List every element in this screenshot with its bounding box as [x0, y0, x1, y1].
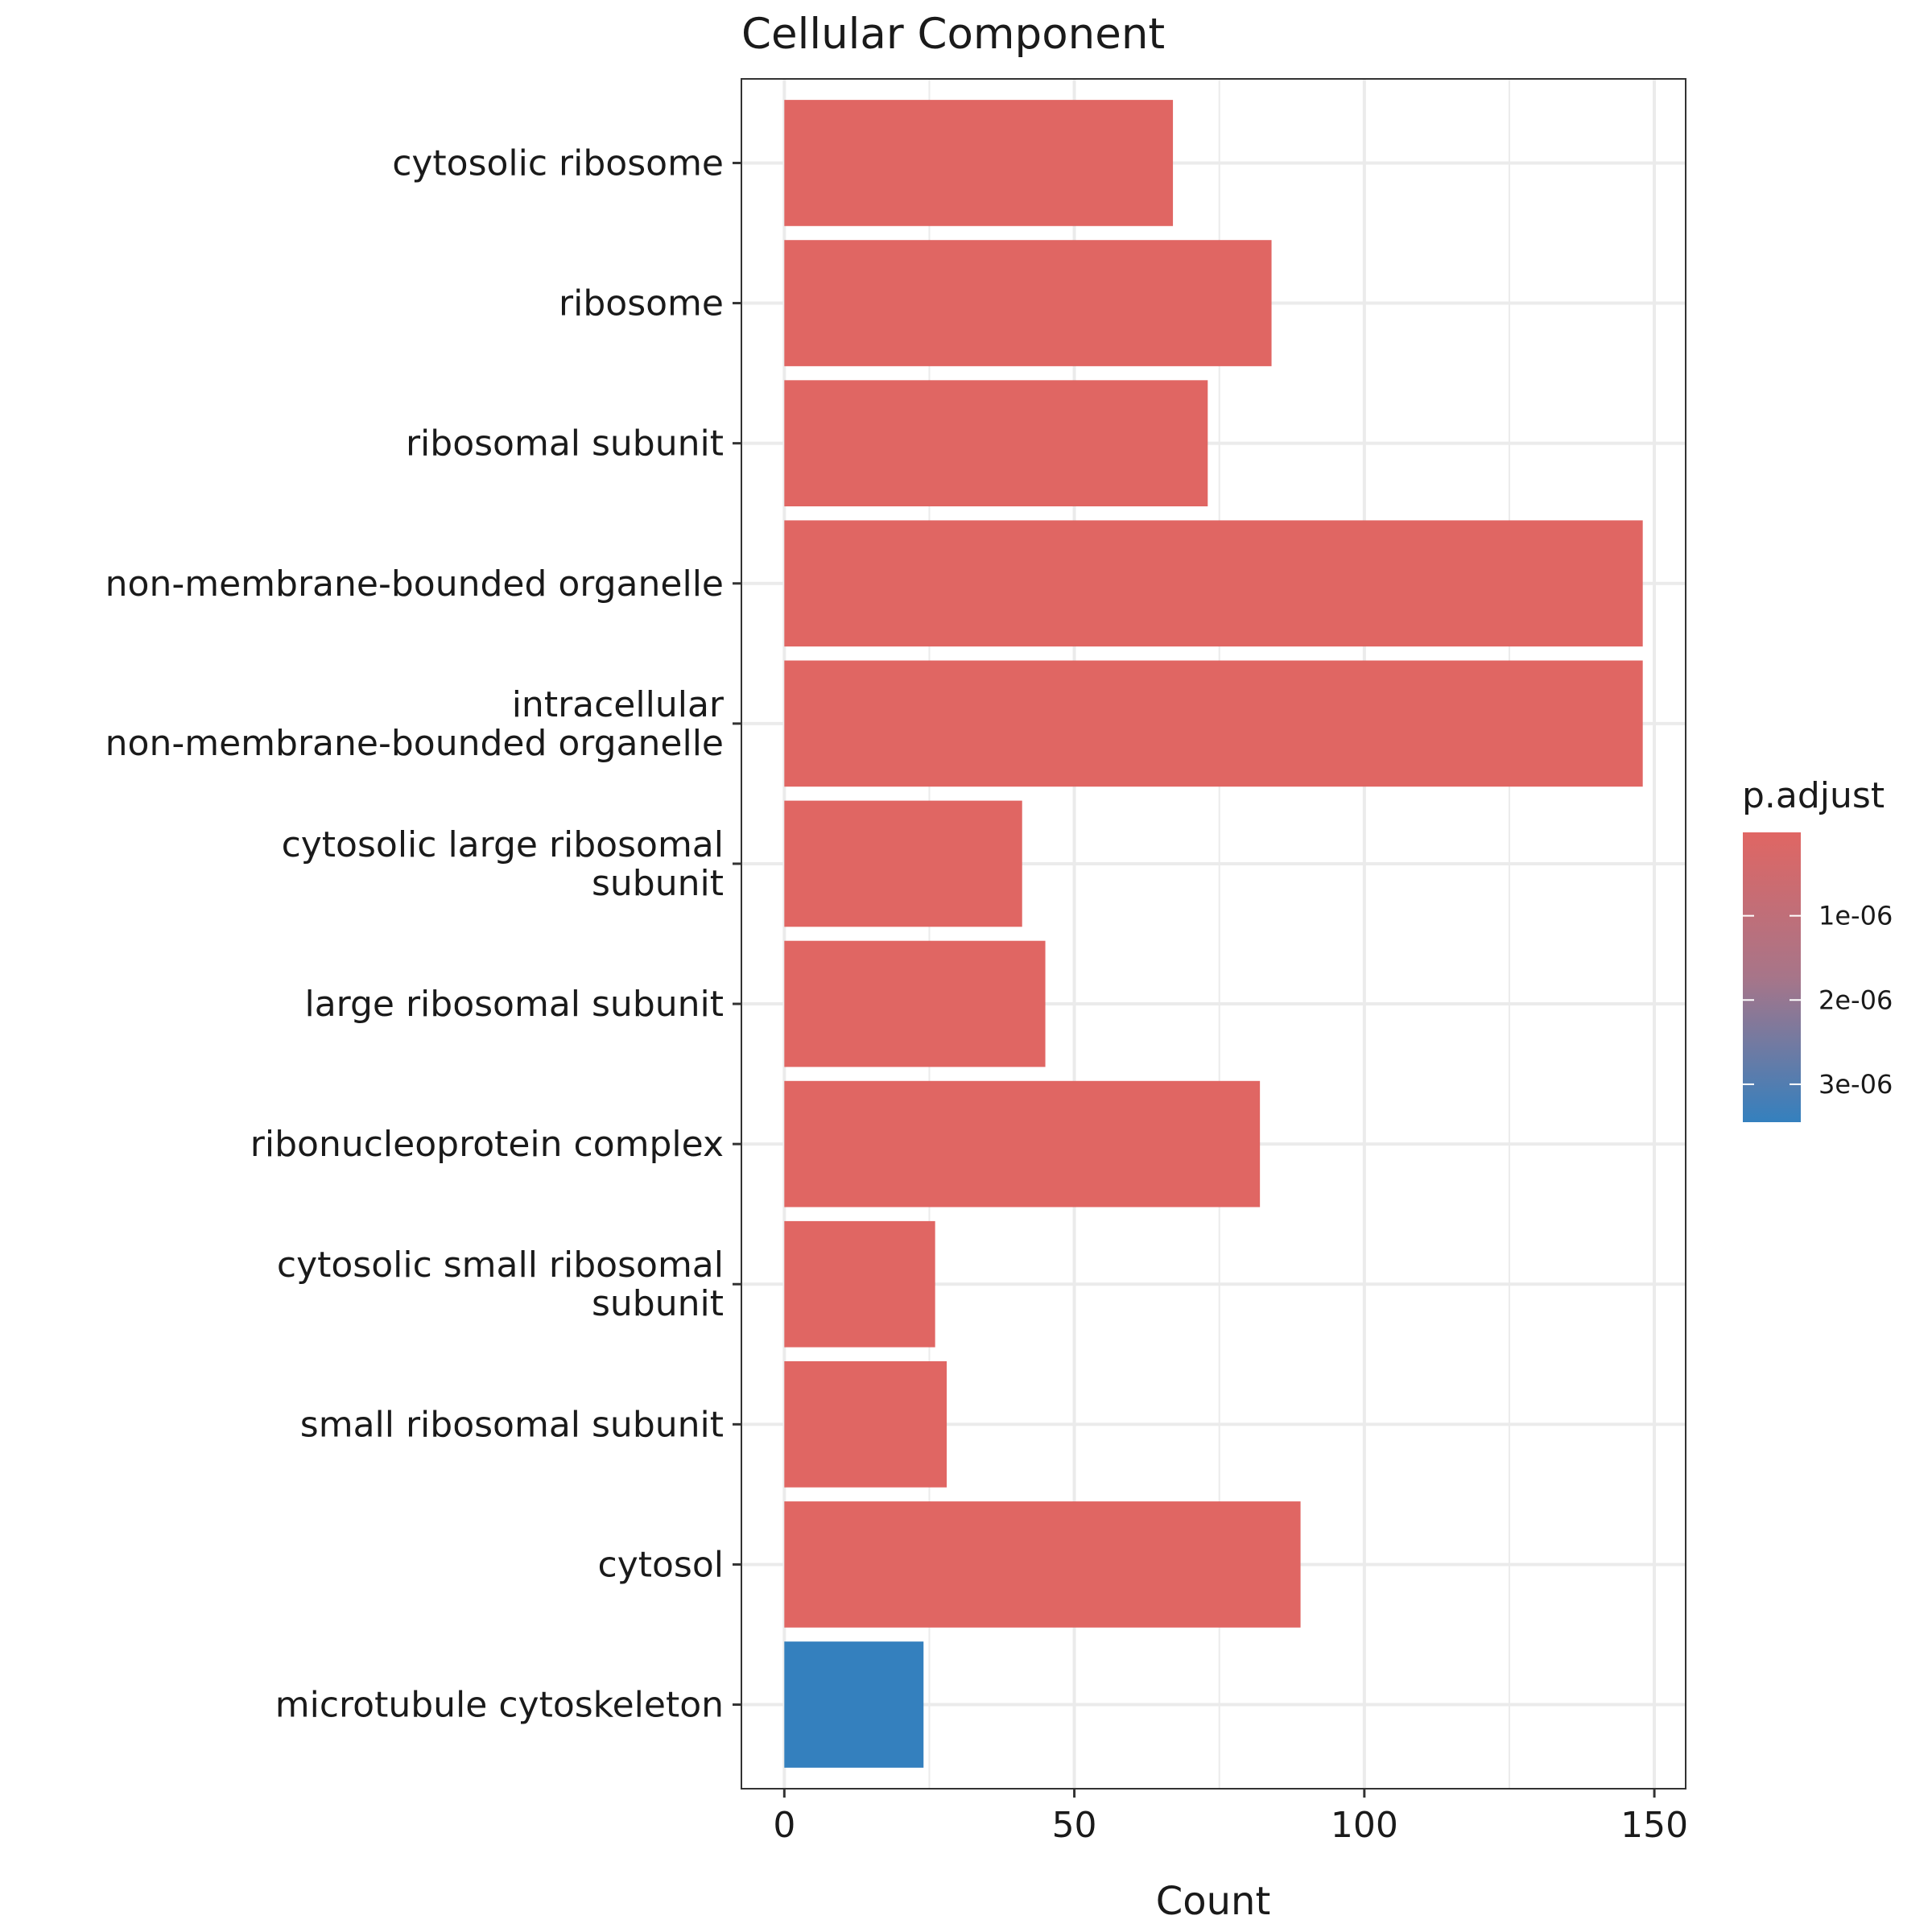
y-tick-label: ribosome — [559, 283, 724, 324]
bar — [784, 1080, 1261, 1208]
y-tick-label: intracellular — [512, 684, 724, 725]
y-tick-label: microtubule cytoskeleton — [275, 1685, 724, 1726]
x-axis-title: Count — [1156, 1879, 1271, 1924]
y-tick-label: cytosol — [598, 1544, 724, 1585]
x-tick-label: 0 — [773, 1805, 795, 1846]
y-tick-label: cytosolic small ribosomal — [277, 1245, 724, 1286]
legend-tick-label: 2e-06 — [1818, 985, 1893, 1015]
legend-ticks: 1e-06 2e-06 3e-06 — [1743, 901, 1893, 1100]
bar — [784, 1501, 1301, 1628]
bar — [784, 520, 1643, 647]
y-tick-label: cytosolic ribosome — [392, 142, 724, 184]
legend-title: p.adjust — [1742, 775, 1885, 816]
bar — [784, 660, 1643, 787]
bar — [784, 100, 1174, 226]
x-tick-label: 50 — [1052, 1805, 1097, 1846]
legend-tick-label: 3e-06 — [1818, 1069, 1893, 1100]
y-axis: cytosolic ribosome ribosome ribosomal subu… — [105, 142, 741, 1726]
chart-title: Cellular Component — [741, 10, 1165, 59]
legend-colorbar — [1743, 832, 1801, 1122]
plot-border — [741, 78, 1686, 1790]
y-tick-label: small ribosomal subunit — [300, 1404, 724, 1445]
legend-tick-label: 1e-06 — [1818, 901, 1893, 931]
bar — [784, 1361, 947, 1488]
y-tick-label: subunit — [592, 1283, 724, 1324]
y-tick-label: non-membrane-bounded organelle — [105, 564, 724, 605]
bar — [784, 380, 1208, 506]
y-tick-label: large ribosomal subunit — [304, 984, 724, 1025]
y-tick-label: non-membrane-bounded organelle — [105, 723, 724, 764]
bar — [784, 1220, 935, 1348]
y-tick-label: cytosolic large ribosomal — [282, 824, 724, 865]
y-tick-label: subunit — [592, 863, 724, 904]
bar — [784, 1641, 924, 1768]
x-axis: 0 50 100 150 — [773, 1789, 1688, 1846]
bar — [784, 800, 1022, 927]
bar — [784, 240, 1272, 366]
x-tick-label: 100 — [1331, 1805, 1398, 1846]
x-tick-label: 150 — [1620, 1805, 1688, 1846]
bar — [784, 940, 1046, 1067]
bars — [784, 100, 1643, 1768]
y-tick-label: ribosomal subunit — [406, 423, 724, 464]
y-tick-label: ribonucleoprotein complex — [250, 1124, 724, 1165]
legend: p.adjust 1e-06 2e-06 3e-06 — [1742, 775, 1893, 1122]
